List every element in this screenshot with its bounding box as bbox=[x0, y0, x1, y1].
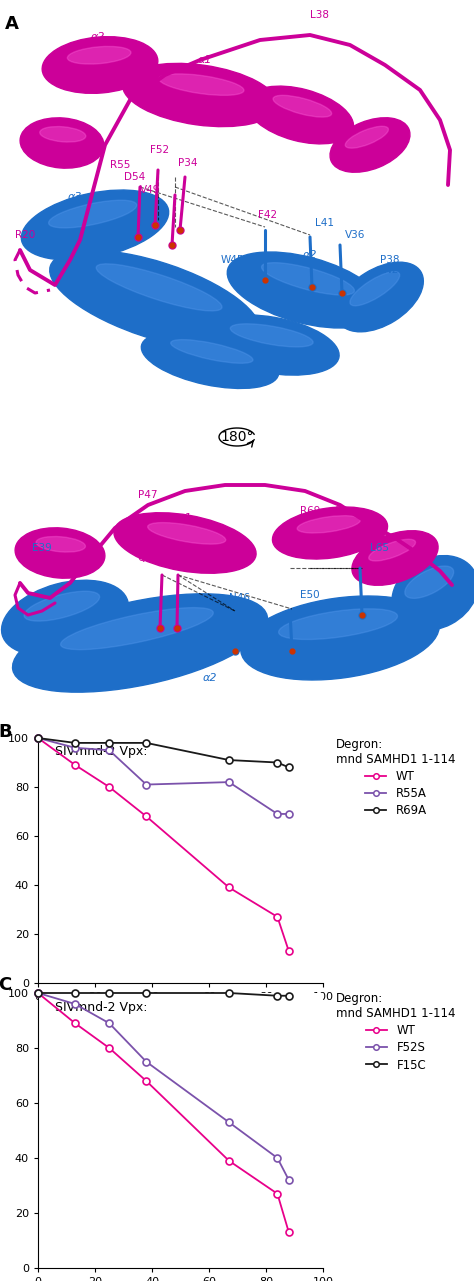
Ellipse shape bbox=[279, 608, 398, 639]
Text: α2: α2 bbox=[303, 250, 317, 260]
Y-axis label: GFP⁺ cells [%]: GFP⁺ cells [%] bbox=[0, 816, 2, 906]
Ellipse shape bbox=[297, 516, 360, 533]
Text: N29: N29 bbox=[384, 265, 405, 275]
Text: W45: W45 bbox=[220, 255, 244, 265]
Text: α2: α2 bbox=[328, 506, 342, 516]
X-axis label: YFP⁺ cells [%]: YFP⁺ cells [%] bbox=[137, 1008, 224, 1021]
Text: V49: V49 bbox=[140, 184, 160, 195]
Text: A: A bbox=[5, 15, 19, 33]
Ellipse shape bbox=[246, 86, 354, 143]
Y-axis label: GFP⁺ cells [%]: GFP⁺ cells [%] bbox=[0, 1086, 2, 1175]
Ellipse shape bbox=[241, 596, 439, 680]
Ellipse shape bbox=[50, 250, 260, 350]
Text: C: C bbox=[0, 976, 11, 994]
Ellipse shape bbox=[141, 332, 279, 388]
Text: V36: V36 bbox=[345, 231, 365, 240]
Ellipse shape bbox=[230, 324, 313, 347]
Ellipse shape bbox=[262, 263, 355, 295]
Text: α1: α1 bbox=[198, 55, 212, 65]
Text: P38: P38 bbox=[380, 255, 400, 265]
Text: SIVmnd-2 Vpx:: SIVmnd-2 Vpx: bbox=[55, 1002, 147, 1015]
Ellipse shape bbox=[273, 507, 388, 559]
Ellipse shape bbox=[49, 200, 137, 228]
Text: α3: α3 bbox=[68, 192, 82, 202]
Ellipse shape bbox=[36, 537, 85, 552]
Text: Q49: Q49 bbox=[137, 553, 159, 564]
Text: R55: R55 bbox=[110, 160, 130, 170]
Text: SIVmnd-2 Vpx:: SIVmnd-2 Vpx: bbox=[55, 746, 147, 758]
Ellipse shape bbox=[42, 37, 158, 94]
Ellipse shape bbox=[148, 523, 226, 544]
Text: R69: R69 bbox=[300, 506, 320, 516]
Text: 180°: 180° bbox=[220, 430, 254, 445]
Ellipse shape bbox=[123, 63, 277, 127]
Text: L65: L65 bbox=[371, 543, 390, 553]
Text: E50: E50 bbox=[300, 591, 320, 600]
Ellipse shape bbox=[20, 118, 104, 168]
Text: α2: α2 bbox=[91, 32, 105, 42]
Text: P34: P34 bbox=[178, 158, 198, 168]
Text: P47: P47 bbox=[138, 491, 158, 500]
Ellipse shape bbox=[1, 580, 128, 656]
Ellipse shape bbox=[227, 252, 383, 328]
Ellipse shape bbox=[201, 315, 339, 375]
Text: E39: E39 bbox=[32, 543, 52, 553]
Ellipse shape bbox=[352, 530, 438, 585]
Ellipse shape bbox=[345, 127, 388, 149]
Legend: WT, F52S, F15C: WT, F52S, F15C bbox=[331, 988, 461, 1076]
Text: D54: D54 bbox=[124, 172, 146, 182]
Ellipse shape bbox=[330, 118, 410, 172]
Ellipse shape bbox=[15, 528, 105, 578]
Text: E48: E48 bbox=[168, 560, 188, 570]
Ellipse shape bbox=[40, 127, 86, 142]
Ellipse shape bbox=[159, 74, 244, 95]
Text: α1: α1 bbox=[178, 512, 192, 523]
Ellipse shape bbox=[24, 592, 100, 621]
Ellipse shape bbox=[337, 263, 423, 332]
Text: B: B bbox=[0, 724, 12, 742]
Ellipse shape bbox=[171, 339, 253, 364]
Text: L38: L38 bbox=[310, 10, 329, 20]
Ellipse shape bbox=[96, 264, 222, 311]
Text: F42: F42 bbox=[258, 210, 278, 220]
Ellipse shape bbox=[392, 556, 474, 630]
Text: α2: α2 bbox=[203, 673, 217, 683]
Text: N46: N46 bbox=[229, 593, 250, 603]
Ellipse shape bbox=[12, 594, 267, 692]
Ellipse shape bbox=[369, 539, 416, 561]
Ellipse shape bbox=[350, 272, 400, 306]
Ellipse shape bbox=[273, 95, 332, 117]
Ellipse shape bbox=[114, 512, 256, 574]
Text: L41: L41 bbox=[316, 218, 335, 228]
Ellipse shape bbox=[67, 46, 131, 64]
Text: α1: α1 bbox=[118, 305, 132, 315]
Ellipse shape bbox=[21, 190, 169, 260]
Legend: WT, R55A, R69A: WT, R55A, R69A bbox=[331, 733, 461, 822]
Text: F52: F52 bbox=[150, 145, 170, 155]
Ellipse shape bbox=[405, 566, 454, 598]
Ellipse shape bbox=[61, 607, 213, 649]
Text: R20: R20 bbox=[15, 231, 35, 240]
